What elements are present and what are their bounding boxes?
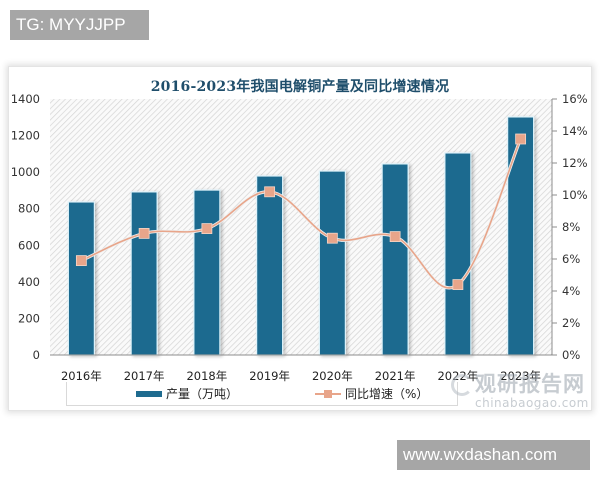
- source-name-en: chinabaogao.com: [475, 396, 589, 410]
- source-logo-icon: [451, 374, 473, 396]
- x-tick-label: 2017年: [124, 369, 165, 383]
- line-marker: [264, 186, 276, 198]
- y2-tick-label: 6%: [562, 252, 580, 266]
- y2-tick-label: 10%: [562, 188, 588, 202]
- bar-series: [67, 116, 535, 356]
- watermark-tag-top: TG: MYYJJPP: [10, 10, 149, 40]
- line-marker: [75, 255, 87, 267]
- y-tick-label: 800: [18, 202, 40, 216]
- bar: [381, 163, 409, 356]
- legend-label-production: 产量（万吨）: [166, 387, 239, 401]
- y-tick-label: 200: [18, 311, 40, 325]
- x-tick-label: 2019年: [249, 369, 290, 383]
- y-tick-label: 1000: [11, 165, 40, 179]
- line-marker: [452, 279, 464, 291]
- legend-item-production: 产量（万吨）: [136, 385, 238, 402]
- y2-tick-label: 12%: [562, 156, 588, 170]
- bar-swatch-icon: [136, 390, 162, 397]
- bar: [507, 116, 535, 356]
- x-tick-label: 2016年: [61, 369, 102, 383]
- bar: [318, 170, 346, 356]
- y-tick-label: 0: [33, 348, 40, 362]
- x-tick-label: 2018年: [186, 369, 227, 383]
- line-marker: [326, 232, 338, 244]
- line-marker: [201, 223, 213, 235]
- chart-title: 2016-2023年我国电解铜产量及同比增速情况: [150, 79, 450, 95]
- legend-label-growth: 同比增速（%）: [345, 387, 429, 401]
- y2-tick-label: 16%: [562, 92, 588, 106]
- x-tick-label: 2021年: [375, 369, 416, 383]
- y-tick-label: 1200: [11, 129, 40, 143]
- bar: [193, 189, 221, 356]
- legend-item-growth: 同比增速（%）: [315, 385, 428, 402]
- line-marker: [515, 133, 527, 145]
- left-axis-ticks: 0 200 400 600 800 1000 1200 1400: [11, 92, 40, 362]
- right-axis-ticks: 0% 2% 4% 6% 8% 10% 12% 14% 16%: [552, 92, 588, 362]
- y-tick-label: 1400: [11, 92, 40, 106]
- x-tick-label: 2020年: [312, 369, 353, 383]
- bar: [256, 175, 284, 356]
- watermark-tag-bottom: www.wxdashan.com: [397, 440, 590, 470]
- line-marker-swatch-icon: [315, 389, 341, 399]
- line-series: [75, 133, 527, 291]
- x-tick-label: 2023年: [500, 369, 541, 383]
- y2-tick-label: 0%: [562, 348, 580, 362]
- line-marker: [138, 227, 150, 239]
- y2-tick-label: 14%: [562, 124, 588, 138]
- line-marker: [389, 231, 401, 243]
- source-watermark: 观研报告网 chinabaogao.com: [451, 368, 595, 412]
- y-tick-label: 400: [18, 275, 40, 289]
- y-tick-label: 600: [18, 238, 40, 252]
- y2-tick-label: 4%: [562, 284, 580, 298]
- legend: [66, 382, 458, 406]
- source-name-cn: 观研报告网: [475, 372, 585, 396]
- plot-area: [50, 99, 552, 355]
- y2-tick-label: 8%: [562, 220, 580, 234]
- bar: [67, 201, 95, 356]
- bar: [444, 152, 472, 356]
- bar: [130, 191, 158, 356]
- y2-tick-label: 2%: [562, 316, 580, 330]
